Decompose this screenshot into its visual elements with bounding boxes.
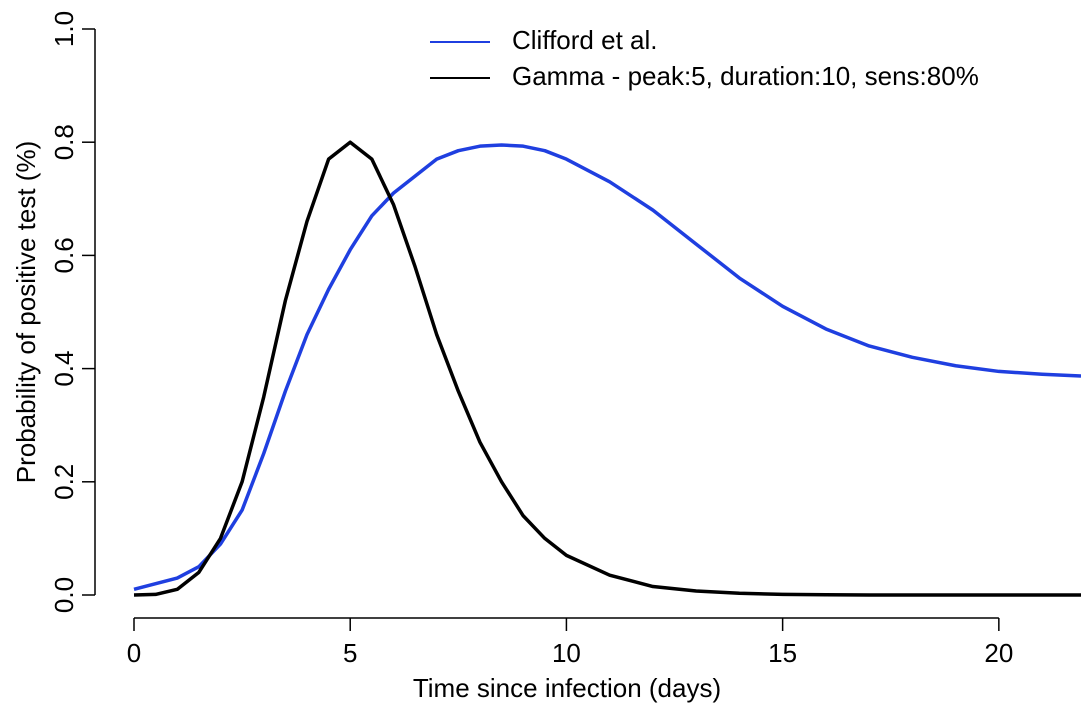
legend-label: Clifford et al. xyxy=(512,25,657,55)
x-tick-label: 20 xyxy=(984,638,1013,668)
y-tick-label: 1.0 xyxy=(49,11,79,47)
line-series xyxy=(133,143,1081,592)
y-tick-label: 0.2 xyxy=(49,464,79,500)
x-tick-label: 15 xyxy=(768,638,797,668)
y-tick-label: 0.6 xyxy=(49,237,79,273)
y-axis-label: Probability of positive test (%) xyxy=(11,141,41,483)
x-axis-label: Time since infection (days) xyxy=(413,673,721,703)
line-series xyxy=(133,140,1081,597)
x-tick-label: 5 xyxy=(343,638,357,668)
y-tick-label: 0.4 xyxy=(49,351,79,387)
x-tick-label: 10 xyxy=(552,638,581,668)
y-tick-label: 0.8 xyxy=(49,124,79,160)
y-tick-label: 0.0 xyxy=(49,577,79,613)
legend-label: Gamma - peak:5, duration:10, sens:80% xyxy=(512,61,979,91)
x-tick-label: 0 xyxy=(127,638,141,668)
